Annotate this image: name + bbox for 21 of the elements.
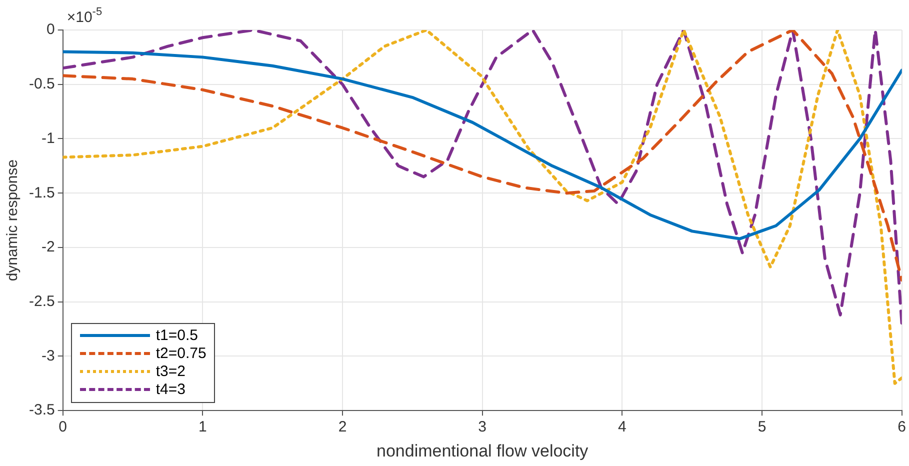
y-tick-label: -0.5 [28, 76, 55, 93]
x-tick-label: 3 [478, 418, 487, 436]
y-axis-title: dynamic response [4, 159, 22, 282]
x-tick-label: 0 [58, 418, 68, 436]
y-tick-label: -1.5 [28, 184, 55, 202]
x-tick-label: 4 [618, 418, 626, 436]
legend-label: t1=0.5 [156, 327, 198, 344]
y-tick-label: 0 [46, 21, 55, 38]
y-tick-label: -2 [42, 238, 55, 256]
y-tick-label: -3 [42, 347, 55, 364]
legend-label: t4=3 [156, 381, 186, 398]
legend-label: t3=2 [156, 363, 186, 380]
y-tick-label: -2.5 [28, 293, 55, 310]
x-tick-label: 5 [758, 418, 766, 436]
x-tick-label: 2 [338, 418, 347, 436]
legend-label: t2=0.75 [156, 345, 206, 362]
x-axis-title: nondimentional flow velocity [376, 441, 589, 460]
y-tick-label: -3.5 [28, 402, 55, 419]
y-tick-label: -1 [42, 130, 55, 147]
x-tick-label: 6 [898, 418, 906, 436]
x-tick-label: 1 [198, 418, 207, 436]
